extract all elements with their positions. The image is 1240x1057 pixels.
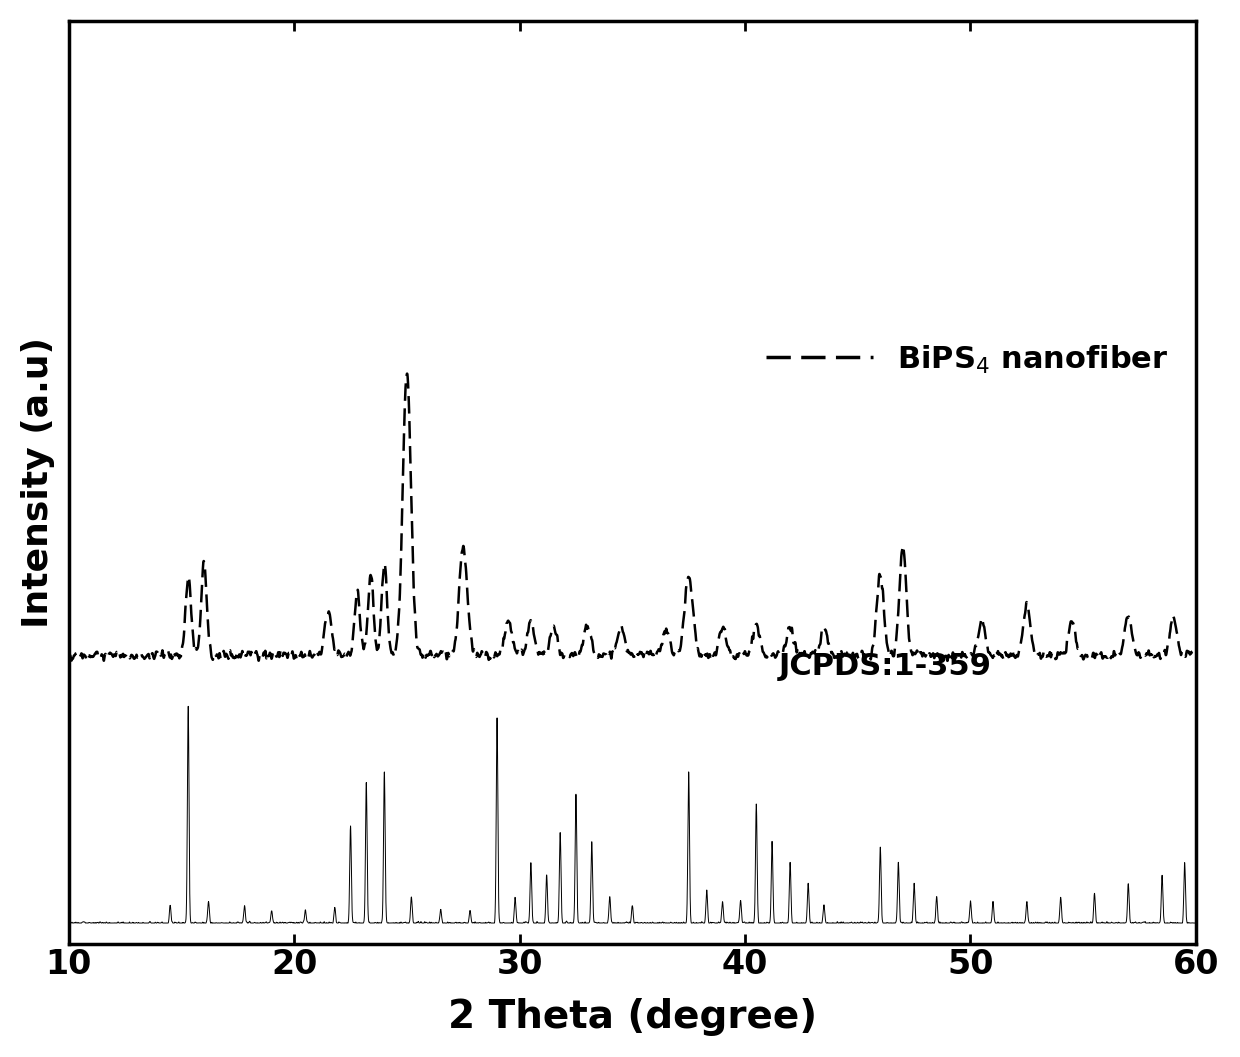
X-axis label: 2 Theta (degree): 2 Theta (degree) <box>448 998 817 1036</box>
Y-axis label: Intensity (a.u): Intensity (a.u) <box>21 337 55 628</box>
Text: JCPDS:1-359: JCPDS:1-359 <box>779 652 992 682</box>
Legend: BiPS$_4$ nanofiber: BiPS$_4$ nanofiber <box>754 332 1180 388</box>
